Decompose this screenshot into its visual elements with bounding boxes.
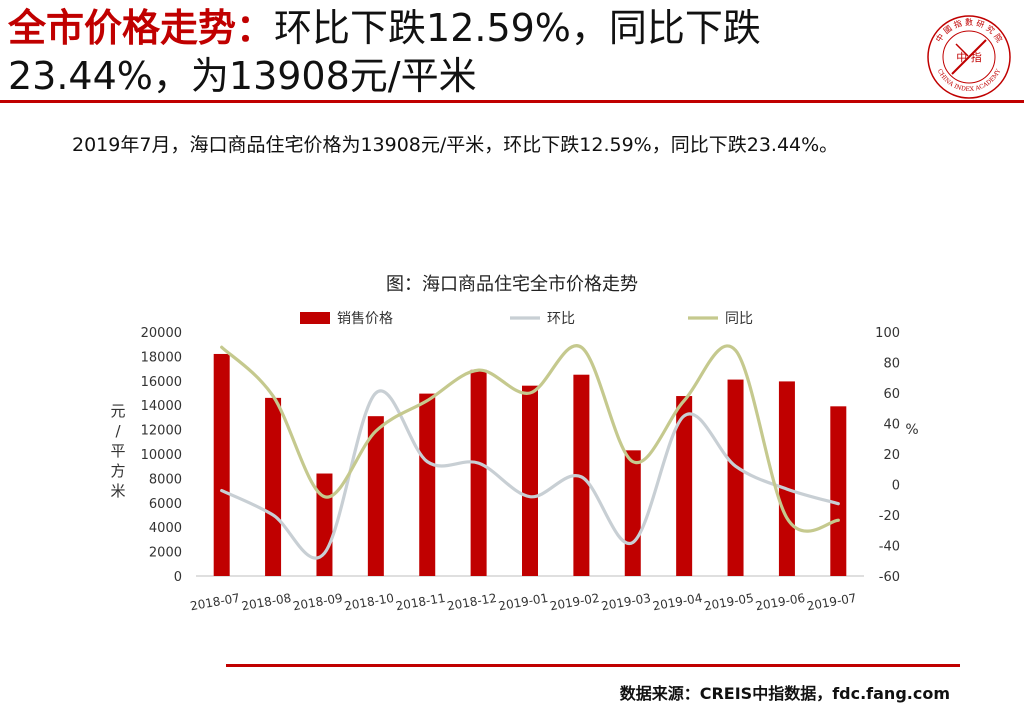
price-bar — [727, 379, 744, 576]
svg-text:中 國 指 數 研 究 院: 中 國 指 數 研 究 院 — [933, 17, 1004, 44]
legend-label: 销售价格 — [337, 311, 393, 327]
y-tick-label: 14000 — [141, 399, 182, 414]
price-bar — [316, 473, 333, 576]
y2-tick-label: 60 — [883, 387, 900, 402]
x-tick-label: 2018-11 — [395, 591, 447, 613]
x-tick-label: 2018-07 — [189, 591, 241, 613]
y-tick-label: 18000 — [141, 350, 182, 365]
y-axis-label-char: / — [115, 422, 121, 440]
title-divider — [0, 100, 1024, 103]
y-tick-label: 16000 — [141, 375, 182, 390]
x-tick-label: 2018-08 — [240, 591, 292, 613]
page-title: 全市价格走势：环比下跌12.59%，同比下跌 23.44%，为13908元/平米 — [8, 4, 908, 100]
y-axis-label-char: 平 — [110, 442, 125, 460]
legend-swatch-price — [300, 312, 330, 324]
y-axis-label-char: 元 — [110, 402, 125, 420]
y-tick-label: 6000 — [149, 497, 182, 512]
legend-label: 环比 — [547, 311, 575, 327]
y-tick-label: 10000 — [141, 448, 182, 463]
data-source: 数据来源：CREIS中指数据，fdc.fang.com — [619, 684, 950, 703]
price-bar — [213, 353, 230, 576]
legend-label: 同比 — [725, 311, 753, 327]
y2-tick-label: -40 — [879, 540, 900, 555]
summary-text: 2019年7月，海口商品住宅价格为13908元/平米，环比下跌12.59%，同比… — [72, 134, 839, 156]
price-bar — [367, 416, 384, 576]
y2-axis-label: % — [905, 422, 918, 438]
x-tick-label: 2019-02 — [549, 591, 601, 613]
x-tick-label: 2019-06 — [754, 591, 806, 613]
y2-tick-label: 80 — [883, 357, 900, 372]
x-tick-label: 2019-04 — [652, 591, 704, 613]
y-tick-label: 4000 — [149, 521, 182, 536]
title-highlight: 全市价格走势： — [8, 6, 275, 50]
y-axis-label-char: 米 — [110, 482, 125, 500]
x-tick-label: 2019-07 — [806, 591, 858, 613]
price-bar — [419, 393, 436, 576]
y-axis-label-char: 方 — [110, 462, 125, 480]
y2-tick-label: 20 — [883, 448, 900, 463]
price-bar — [830, 406, 847, 576]
x-tick-label: 2018-09 — [292, 591, 344, 613]
mom-line — [220, 389, 840, 560]
price-bar — [265, 397, 282, 576]
price-bar — [470, 369, 487, 576]
title-line1: 环比下跌12.59%，同比下跌 — [274, 6, 761, 50]
yoy-line — [220, 344, 840, 533]
y-tick-label: 0 — [174, 570, 182, 585]
x-tick-label: 2019-01 — [497, 591, 549, 613]
y2-tick-label: 40 — [883, 418, 900, 433]
y-tick-label: 12000 — [141, 424, 182, 439]
x-tick-label: 2019-03 — [600, 591, 652, 613]
y2-tick-label: -20 — [879, 509, 900, 524]
x-tick-label: 2018-12 — [446, 591, 498, 613]
price-trend-chart: 0 2000 4000 6000 8000 10000 12000 14000 16000 180… — [110, 311, 918, 613]
price-bar — [522, 385, 538, 576]
y-tick-label: 8000 — [149, 472, 182, 487]
source-divider — [226, 664, 960, 667]
y2-tick-label: 100 — [875, 326, 900, 341]
title-line2: 23.44%，为13908元/平米 — [8, 54, 477, 98]
price-bar — [778, 381, 795, 576]
svg-text:CHINA INDEX ACADEMY: CHINA INDEX ACADEMY — [936, 67, 1003, 93]
y-tick-label: 2000 — [149, 546, 182, 561]
price-bar — [624, 450, 641, 576]
y2-tick-label: 0 — [892, 479, 900, 494]
x-tick-label: 2019-05 — [703, 591, 755, 613]
y2-tick-label: -60 — [879, 570, 900, 585]
china-index-academy-logo: 中 國 指 數 研 究 院 CHINA INDEX ACADEMY 中 指 — [926, 14, 1012, 100]
x-tick-label: 2018-10 — [343, 591, 395, 613]
svg-text:中 指: 中 指 — [956, 50, 982, 64]
y-tick-label: 20000 — [141, 326, 182, 341]
price-bar — [676, 396, 693, 576]
chart-title: 图：海口商品住宅全市价格走势 — [386, 274, 638, 295]
